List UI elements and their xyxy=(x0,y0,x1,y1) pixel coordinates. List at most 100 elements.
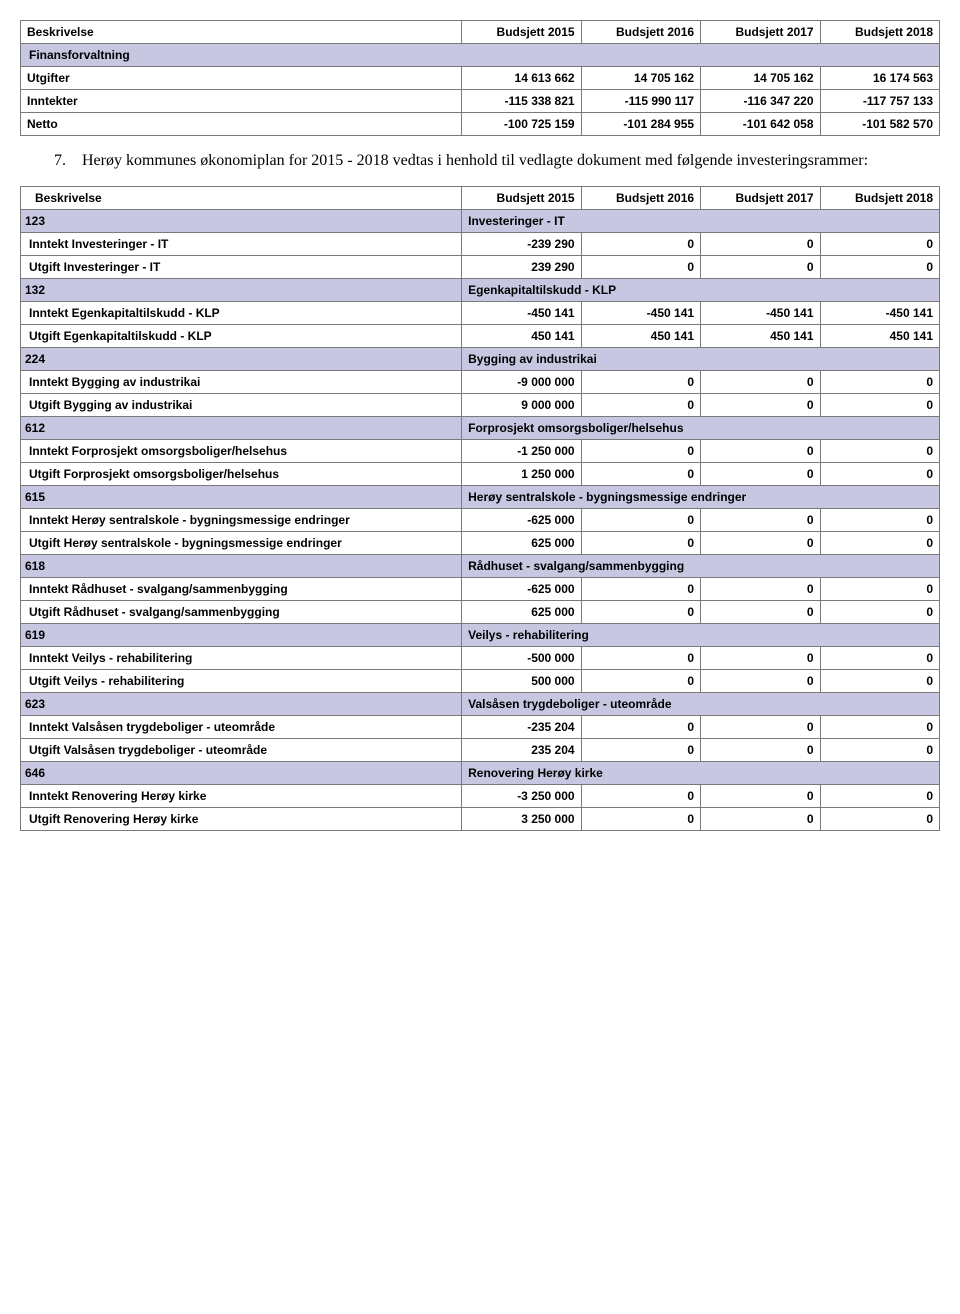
section-row: 619Veilys - rehabilitering xyxy=(21,623,940,646)
section-title: Finansforvaltning xyxy=(21,44,940,67)
table-header-row: Beskrivelse Budsjett 2015 Budsjett 2016 … xyxy=(21,186,940,209)
cell: 14 613 662 xyxy=(462,67,581,90)
section-row: 615Herøy sentralskole - bygningsmessige … xyxy=(21,485,940,508)
cell: 0 xyxy=(701,669,820,692)
cell: 0 xyxy=(820,646,939,669)
cell: -625 000 xyxy=(462,577,581,600)
section-name: Investeringer - IT xyxy=(462,209,940,232)
cell: 0 xyxy=(701,393,820,416)
cell: 500 000 xyxy=(462,669,581,692)
section-name: Veilys - rehabilitering xyxy=(462,623,940,646)
cell: 0 xyxy=(701,439,820,462)
table-row: Inntekter -115 338 821 -115 990 117 -116… xyxy=(21,90,940,113)
cell: -1 250 000 xyxy=(462,439,581,462)
cell: 450 141 xyxy=(701,324,820,347)
table-row: Utgift Forprosjekt omsorgsboliger/helseh… xyxy=(21,462,940,485)
cell: -101 582 570 xyxy=(820,113,939,136)
cell: 0 xyxy=(820,508,939,531)
cell: 0 xyxy=(820,370,939,393)
cell: 0 xyxy=(820,715,939,738)
table-row: Utgift Veilys - rehabilitering500 000000 xyxy=(21,669,940,692)
cell: 625 000 xyxy=(462,600,581,623)
row-label: Inntekt Forprosjekt omsorgsboliger/helse… xyxy=(21,439,462,462)
cell: 0 xyxy=(581,600,700,623)
cell: 0 xyxy=(581,577,700,600)
section-row: Finansforvaltning xyxy=(21,44,940,67)
cell: 0 xyxy=(581,807,700,830)
cell: -3 250 000 xyxy=(462,784,581,807)
cell: -115 338 821 xyxy=(462,90,581,113)
cell: 0 xyxy=(701,508,820,531)
row-label: Utgift Herøy sentralskole - bygningsmess… xyxy=(21,531,462,554)
cell: 1 250 000 xyxy=(462,462,581,485)
cell: -450 141 xyxy=(820,301,939,324)
cell: 0 xyxy=(701,738,820,761)
cell: 0 xyxy=(581,784,700,807)
table-row: Inntekt Veilys - rehabilitering-500 0000… xyxy=(21,646,940,669)
cell: 0 xyxy=(581,439,700,462)
section-row: 623Valsåsen trygdeboliger - uteområde xyxy=(21,692,940,715)
cell: 0 xyxy=(581,715,700,738)
header-2018: Budsjett 2018 xyxy=(820,186,939,209)
cell: 0 xyxy=(820,784,939,807)
table-row: Utgift Rådhuset - svalgang/sammenbygging… xyxy=(21,600,940,623)
row-label: Utgift Bygging av industrikai xyxy=(21,393,462,416)
cell: 0 xyxy=(581,255,700,278)
cell: 0 xyxy=(701,784,820,807)
cell: 0 xyxy=(701,255,820,278)
section-name: Rådhuset - svalgang/sammenbygging xyxy=(462,554,940,577)
cell: -450 141 xyxy=(462,301,581,324)
row-label: Inntekt Egenkapitaltilskudd - KLP xyxy=(21,301,462,324)
row-label: Inntekt Renovering Herøy kirke xyxy=(21,784,462,807)
cell: 450 141 xyxy=(462,324,581,347)
cell: 0 xyxy=(701,577,820,600)
header-2016: Budsjett 2016 xyxy=(581,21,700,44)
cell: 450 141 xyxy=(581,324,700,347)
section-row: 224Bygging av industrikai xyxy=(21,347,940,370)
table-row: Inntekt Investeringer - IT-239 290000 xyxy=(21,232,940,255)
cell: 0 xyxy=(820,232,939,255)
section-row: 123Investeringer - IT xyxy=(21,209,940,232)
cell: 0 xyxy=(820,577,939,600)
cell: -235 204 xyxy=(462,715,581,738)
cell: 0 xyxy=(701,715,820,738)
cell: 9 000 000 xyxy=(462,393,581,416)
cell: 0 xyxy=(701,232,820,255)
row-label: Inntekt Bygging av industrikai xyxy=(21,370,462,393)
cell: 14 705 162 xyxy=(701,67,820,90)
section-row: 132Egenkapitaltilskudd - KLP xyxy=(21,278,940,301)
cell: -450 141 xyxy=(701,301,820,324)
header-2018: Budsjett 2018 xyxy=(820,21,939,44)
row-label: Netto xyxy=(21,113,462,136)
cell: 0 xyxy=(820,255,939,278)
cell: 16 174 563 xyxy=(820,67,939,90)
section-id: 619 xyxy=(21,623,462,646)
cell: 239 290 xyxy=(462,255,581,278)
cell: 0 xyxy=(820,600,939,623)
cell: 0 xyxy=(701,646,820,669)
paragraph-text: Herøy kommunes økonomiplan for 2015 - 20… xyxy=(82,152,868,169)
table-row: Utgift Herøy sentralskole - bygningsmess… xyxy=(21,531,940,554)
table-row: Utgift Renovering Herøy kirke3 250 00000… xyxy=(21,807,940,830)
section-name: Valsåsen trygdeboliger - uteområde xyxy=(462,692,940,715)
cell: -625 000 xyxy=(462,508,581,531)
cell: 0 xyxy=(701,462,820,485)
table-row: Utgift Egenkapitaltilskudd - KLP450 1414… xyxy=(21,324,940,347)
section-id: 612 xyxy=(21,416,462,439)
row-label: Inntekt Rådhuset - svalgang/sammenbyggin… xyxy=(21,577,462,600)
header-beskrivelse: Beskrivelse xyxy=(21,186,462,209)
cell: 0 xyxy=(701,807,820,830)
cell: 0 xyxy=(820,807,939,830)
cell: 0 xyxy=(820,738,939,761)
numbered-paragraph: 7. Herøy kommunes økonomiplan for 2015 -… xyxy=(54,150,940,172)
section-name: Egenkapitaltilskudd - KLP xyxy=(462,278,940,301)
table-row: Inntekt Forprosjekt omsorgsboliger/helse… xyxy=(21,439,940,462)
table-row: Inntekt Herøy sentralskole - bygningsmes… xyxy=(21,508,940,531)
cell: 625 000 xyxy=(462,531,581,554)
table-row: Inntekt Valsåsen trygdeboliger - uteområ… xyxy=(21,715,940,738)
section-row: 618Rådhuset - svalgang/sammenbygging xyxy=(21,554,940,577)
cell: 0 xyxy=(820,439,939,462)
row-label: Utgift Forprosjekt omsorgsboliger/helseh… xyxy=(21,462,462,485)
cell: 0 xyxy=(701,531,820,554)
row-label: Utgift Renovering Herøy kirke xyxy=(21,807,462,830)
